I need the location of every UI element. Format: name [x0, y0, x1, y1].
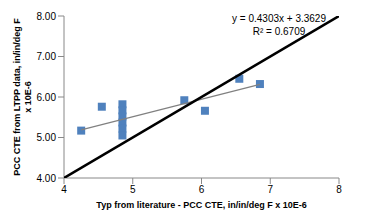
svg-text:4: 4 [61, 184, 67, 195]
svg-text:7: 7 [267, 184, 273, 195]
svg-text:5.00: 5.00 [37, 132, 57, 143]
svg-text:4.00: 4.00 [37, 173, 57, 184]
svg-text:Typ from literature - PCC CTE,: Typ from literature - PCC CTE, in/in/deg… [96, 200, 306, 210]
html-text:R² = 0.6709: R² = 0.6709 [252, 26, 306, 37]
html-text:y = 0.4303x + 3.3629: y = 0.4303x + 3.3629 [232, 13, 326, 24]
svg-text:5: 5 [130, 184, 136, 195]
svg-text:PCC CTE from LTPP data, in/in/: PCC CTE from LTPP data, in/in/deg Fx 10E… [12, 18, 33, 176]
svg-text:8: 8 [336, 184, 342, 195]
svg-text:6: 6 [199, 184, 205, 195]
svg-text:6.00: 6.00 [37, 92, 57, 103]
svg-text:7.00: 7.00 [37, 51, 57, 62]
svg-text:8.00: 8.00 [37, 11, 57, 22]
